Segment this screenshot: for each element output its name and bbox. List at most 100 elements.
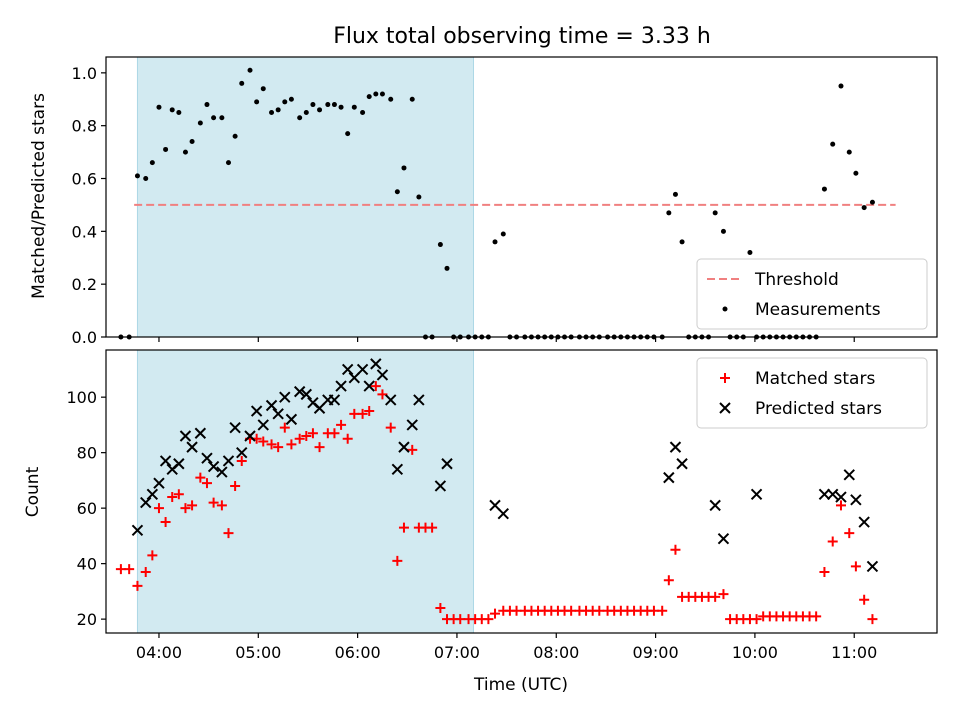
measurement-point bbox=[303, 109, 309, 115]
predicted-star-point bbox=[216, 466, 228, 478]
matched-star-point bbox=[392, 555, 403, 566]
matched-star-point bbox=[258, 436, 269, 447]
matched-star-point bbox=[187, 500, 198, 511]
predicted-star-point bbox=[827, 488, 839, 500]
measurement-point bbox=[869, 199, 875, 205]
matched-star-point bbox=[844, 528, 855, 539]
x-tick-label: 04:00 bbox=[136, 643, 182, 662]
measurement-point bbox=[163, 146, 169, 152]
predicted-star-point bbox=[866, 560, 879, 573]
measurement-point bbox=[239, 80, 245, 86]
predicted-star-point bbox=[186, 441, 198, 453]
matched-star-point bbox=[180, 503, 191, 514]
matched-star-point bbox=[230, 480, 241, 491]
legend-predicted-swatch bbox=[719, 402, 731, 414]
predicted-star-point bbox=[272, 408, 284, 420]
measurement-point bbox=[176, 109, 182, 115]
legend-entry-label: Predicted stars bbox=[755, 399, 882, 419]
predicted-star-point bbox=[201, 452, 213, 464]
measurement-point bbox=[394, 189, 400, 195]
matched-star-point bbox=[657, 605, 668, 616]
matched-star-point bbox=[201, 478, 212, 489]
predicted-star-point bbox=[356, 363, 369, 376]
matched-star-point bbox=[859, 594, 870, 605]
x-tick-label: 06:00 bbox=[335, 643, 381, 662]
measurement-point bbox=[838, 83, 844, 89]
matched-star-point bbox=[266, 439, 277, 450]
measurement-point bbox=[679, 239, 685, 245]
predicted-star-point bbox=[835, 491, 847, 503]
matched-star-point bbox=[153, 503, 164, 514]
measurement-point bbox=[189, 139, 195, 145]
predicted-star-point bbox=[434, 480, 447, 492]
bottom-legend-box bbox=[696, 357, 928, 429]
predicted-star-point bbox=[709, 499, 721, 512]
measurement-point bbox=[712, 210, 718, 216]
measurement-point bbox=[269, 109, 275, 115]
x-tick-label: 11:00 bbox=[831, 643, 877, 662]
measurement-point bbox=[500, 231, 506, 237]
matched-star-point bbox=[407, 444, 418, 455]
predicted-star-point bbox=[850, 494, 862, 506]
matched-star-point bbox=[718, 589, 729, 600]
measurement-point bbox=[821, 186, 827, 192]
measurement-point bbox=[830, 141, 836, 147]
predicted-star-point bbox=[669, 441, 682, 453]
measurement-point bbox=[219, 115, 225, 121]
measurement-point bbox=[360, 109, 366, 115]
matched-star-point bbox=[132, 580, 143, 591]
matched-star-point bbox=[286, 439, 297, 450]
measurement-point bbox=[225, 160, 231, 166]
measurement-point bbox=[416, 194, 422, 200]
predicted-star-point bbox=[229, 421, 241, 434]
matched-star-point bbox=[279, 422, 290, 433]
matched-star-point bbox=[336, 419, 347, 430]
bottom-legend: Matched stars Predicted stars bbox=[696, 357, 928, 429]
predicted-star-point bbox=[497, 507, 509, 520]
matched-star-point bbox=[173, 489, 184, 500]
measurement-point bbox=[211, 115, 217, 121]
bottom-y-tick-label: 20 bbox=[77, 610, 97, 629]
predicted-star-point bbox=[140, 496, 152, 509]
bottom-axes-frame bbox=[105, 349, 938, 634]
legend-measurement-swatch bbox=[722, 306, 728, 312]
matched-star-point bbox=[124, 564, 135, 575]
measurement-point bbox=[672, 191, 678, 197]
matched-star-point bbox=[301, 431, 312, 442]
predicted-star-point bbox=[131, 524, 144, 537]
matched-star-point bbox=[427, 522, 438, 533]
measurement-point bbox=[338, 104, 344, 110]
measurement-point bbox=[345, 131, 351, 137]
bottom-y-tick-label: 100 bbox=[66, 388, 97, 407]
bottom-y-axis-label: Count bbox=[23, 466, 43, 517]
measurement-point bbox=[747, 249, 753, 255]
predicted-star-point bbox=[663, 471, 675, 484]
predicted-star-point bbox=[265, 399, 278, 412]
matched-star-point bbox=[314, 442, 325, 453]
matched-star-point bbox=[867, 614, 878, 625]
legend-entry-label: Measurements bbox=[755, 300, 881, 320]
measurement-point bbox=[351, 104, 357, 110]
predicted-star-point bbox=[207, 460, 220, 473]
predicted-star-point bbox=[146, 488, 159, 500]
x-tick-label: 05:00 bbox=[235, 643, 281, 662]
measurement-point bbox=[310, 102, 316, 108]
measurement-point bbox=[134, 173, 140, 179]
measurement-point bbox=[156, 104, 162, 110]
legend-entry-label: Matched stars bbox=[755, 369, 875, 389]
bottom-y-tick-label: 60 bbox=[77, 499, 97, 518]
predicted-star-point bbox=[257, 419, 269, 431]
matched-star-point bbox=[751, 614, 762, 625]
predicted-star-point bbox=[328, 394, 341, 406]
matched-star-point bbox=[398, 522, 409, 533]
legend-matched-swatch bbox=[720, 373, 730, 383]
matched-star-point bbox=[236, 455, 247, 466]
top-y-axis-label: Matched/Predicted stars bbox=[29, 93, 49, 299]
measurement-point bbox=[275, 107, 281, 113]
predicted-star-point bbox=[717, 532, 730, 545]
predicted-star-point bbox=[750, 488, 763, 500]
count-panel: 20 40 60 80 100 04:00 05:00 06:00 07:00 08:00 09:0… bbox=[66, 349, 938, 662]
top-y-tick-label: 0.2 bbox=[72, 275, 97, 294]
top-y-tick-label: 1.0 bbox=[72, 64, 97, 83]
predicted-star-point bbox=[406, 419, 418, 431]
